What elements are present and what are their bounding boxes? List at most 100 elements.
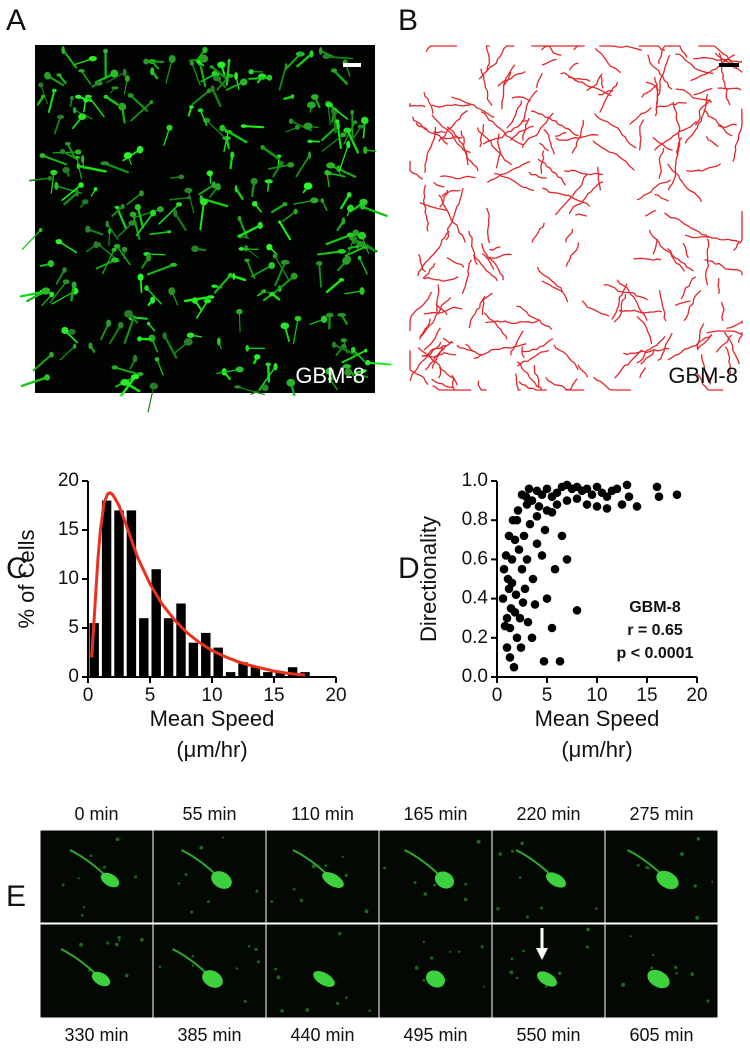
speck [270, 900, 274, 904]
cell-process [344, 290, 363, 295]
cell-body [162, 332, 167, 340]
y-tick-label: 5 [68, 617, 79, 638]
track [599, 81, 619, 113]
time-label: 330 min [64, 1025, 128, 1045]
track [485, 45, 490, 72]
bar [188, 642, 199, 677]
track [473, 343, 527, 360]
cell-body [346, 140, 351, 149]
speck [254, 947, 258, 951]
track [696, 373, 724, 391]
cell-process [325, 55, 354, 60]
cell-process [132, 213, 141, 241]
speck [457, 950, 461, 953]
track [647, 54, 673, 90]
cell [434, 871, 455, 889]
cell-body [325, 312, 334, 318]
cell-body [286, 378, 296, 387]
cell-body [78, 182, 84, 188]
cell-process [191, 62, 201, 86]
speck [449, 950, 452, 953]
track [638, 119, 645, 151]
track [531, 222, 545, 243]
cell-body [93, 187, 98, 192]
cell-body [217, 337, 221, 346]
speck [414, 966, 419, 970]
cell-body [338, 278, 345, 282]
y-tick-label: 10 [58, 568, 79, 589]
cell-body [219, 124, 226, 132]
cell-process [292, 317, 299, 345]
point [522, 555, 532, 564]
speck [413, 881, 417, 885]
cell-body [294, 125, 300, 130]
cell-body [100, 161, 110, 166]
cell-body [62, 267, 67, 273]
cell-process [174, 212, 187, 231]
cell-process [135, 212, 154, 237]
cell-body [131, 374, 140, 380]
cell-process [41, 154, 67, 166]
track [706, 330, 743, 336]
cell-process [250, 264, 273, 278]
point [547, 623, 557, 633]
point [512, 633, 522, 643]
cell-body [47, 175, 53, 181]
cell-body [75, 188, 79, 197]
cell-body [268, 261, 276, 270]
x-tick-label: 10 [586, 685, 607, 706]
point [562, 555, 572, 564]
speck [256, 960, 260, 964]
cell-process [366, 361, 392, 366]
track [415, 122, 449, 145]
cell-body [38, 82, 44, 88]
frame [39, 923, 154, 1019]
bar [139, 618, 149, 677]
track [521, 337, 554, 353]
cell-process [117, 222, 134, 237]
cell-body [257, 221, 263, 230]
cell-body [342, 363, 352, 369]
cell-process [271, 203, 287, 214]
cell-body [169, 262, 178, 267]
track [684, 234, 740, 243]
speck [525, 915, 529, 919]
cell-process [339, 143, 349, 171]
cell-body [217, 61, 226, 69]
point [534, 502, 544, 511]
cell-body [39, 153, 46, 158]
track [506, 100, 523, 129]
cell-body [107, 228, 112, 234]
cell-body [56, 73, 62, 77]
track [409, 103, 426, 108]
point [502, 613, 512, 623]
track [545, 376, 585, 391]
track [717, 87, 742, 91]
y-tick-label: 0.0 [462, 666, 488, 687]
speck [117, 935, 121, 940]
y-tick-label: 0.8 [462, 509, 488, 530]
cell-process [106, 223, 119, 240]
time-label: 550 min [516, 1025, 580, 1045]
cell-process [361, 205, 388, 217]
track [603, 284, 648, 301]
track [565, 378, 578, 391]
cell-process [40, 84, 49, 105]
cell-process [282, 210, 297, 222]
track [409, 160, 424, 180]
bar [201, 632, 211, 677]
cell-process [223, 130, 230, 152]
cell-process [165, 58, 173, 84]
cell-body [356, 240, 365, 248]
track [419, 296, 452, 339]
cell-body [191, 245, 199, 253]
cell-process [206, 119, 227, 140]
track [533, 365, 540, 388]
track [482, 120, 528, 145]
cell-body [150, 296, 156, 304]
cells [19, 46, 392, 413]
cell-body [315, 261, 323, 266]
speck [498, 852, 502, 856]
cell-body [54, 182, 59, 190]
